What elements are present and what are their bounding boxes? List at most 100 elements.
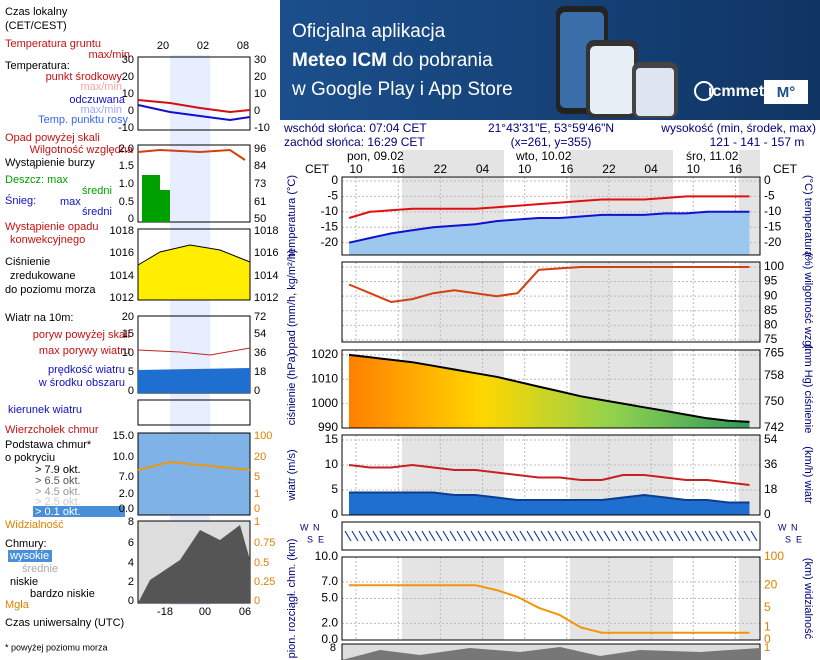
series-line — [349, 584, 750, 634]
mini-tick-label: 8 — [128, 516, 134, 528]
y-tick-label: 990 — [318, 420, 338, 434]
hour-label: -18 — [157, 606, 173, 618]
mini-tick-label: 30 — [254, 54, 266, 66]
wind-arrow — [554, 530, 562, 542]
night-band — [570, 557, 673, 640]
logo-ring — [694, 81, 714, 101]
series-line — [348, 266, 750, 304]
mini-tick-label: 2.0 — [119, 488, 134, 500]
wind-arrow — [589, 530, 597, 542]
mini-line — [137, 148, 246, 161]
height: 121 - 141 - 157 m — [710, 135, 805, 149]
sunset: zachód słońca: 16:29 CET — [284, 135, 425, 149]
wind-arrow — [519, 530, 527, 542]
wind-arrow — [477, 530, 485, 542]
banner-text: do pobrania — [387, 50, 493, 71]
y-tick-label: 1000 — [311, 396, 338, 410]
wind-arrow — [582, 530, 590, 542]
y2-tick-label: 95 — [764, 274, 778, 288]
timezone: CET — [305, 162, 330, 176]
x-tick-label: 10 — [518, 162, 532, 176]
x-tick-label: 04 — [476, 162, 490, 176]
label-bg — [8, 550, 52, 562]
wind-arrow — [463, 530, 471, 542]
wind-arrow — [400, 530, 408, 542]
cloud-shape — [342, 647, 760, 660]
legend-label: do poziomu morza — [5, 284, 96, 296]
y-tick-label-right: 0 — [764, 173, 771, 187]
night-band — [739, 557, 760, 640]
mini-tick-label: 10 — [122, 347, 134, 359]
banner[interactable]: Oficjalna aplikacja Meteo ICM do pobrani… — [280, 0, 820, 120]
legend-label: średni — [82, 206, 112, 218]
wind-arrow — [680, 530, 688, 542]
y2-tick-label: 20 — [764, 577, 778, 591]
wind-arrow — [575, 530, 583, 542]
compass: W — [778, 522, 787, 532]
mini-tick-label: 15.0 — [113, 430, 134, 442]
y-tick-label: -10 — [321, 204, 339, 218]
mini-area — [138, 368, 250, 393]
wind-arrow — [449, 530, 457, 542]
mini-tick-label: 1.0 — [119, 178, 134, 190]
mini-line — [137, 99, 251, 114]
legend-label: > 6.5 okt. — [35, 475, 81, 487]
hour-label: 20 — [157, 40, 169, 52]
mini-tick-label: 20 — [122, 71, 134, 83]
mini-tick-label: 1016 — [254, 247, 278, 259]
mini-tick-label: 10 — [122, 88, 134, 100]
legend-label: > 0.1 okt. — [35, 506, 81, 518]
badge-bg — [764, 80, 808, 104]
legend-label: w środku obszaru — [38, 377, 125, 389]
y-axis-title: temperatura (°C) — [286, 175, 298, 257]
wind-arrow — [645, 530, 653, 542]
y-tick-label: 10 — [325, 457, 339, 471]
x-tick-label: 16 — [392, 162, 406, 176]
legend-label: max/min — [88, 49, 130, 61]
y2-tick-label: 0 — [764, 632, 771, 646]
height-label: wysokość (min, środek, max) — [660, 121, 816, 135]
wind-arrow — [540, 530, 548, 542]
wind-arrow — [617, 530, 625, 542]
wind-arrow — [442, 530, 450, 542]
y2-tick-label: 75 — [764, 332, 778, 346]
y-axis-title: opad (mm/h, kg/m²/h) — [286, 249, 298, 354]
wind-arrow — [484, 530, 492, 542]
y-axis-title: ciśnienie (hPa) — [286, 353, 298, 426]
wind-arrow — [526, 530, 534, 542]
mini-tick-label: 7.0 — [119, 471, 134, 483]
wind-arrow — [456, 530, 464, 542]
wind-arrow — [393, 530, 401, 542]
banner-bold: Meteo ICM — [292, 50, 387, 71]
mini-tick-label: 15 — [122, 328, 134, 340]
mini-cloud — [138, 525, 250, 603]
mini-tick-label: 5 — [254, 471, 260, 483]
y-tick-label: 5.0 — [321, 591, 338, 605]
mini-tick-label: 96 — [254, 143, 266, 155]
mini-tick-label: 0 — [128, 595, 134, 607]
area — [349, 492, 750, 515]
y-tick-label: 5 — [331, 482, 338, 496]
mini-line — [137, 104, 251, 122]
wind-arrow — [666, 530, 674, 542]
legend-label: bardzo niskie — [30, 588, 95, 600]
night-band — [402, 262, 504, 342]
mini-tick-label: 2 — [128, 576, 134, 588]
y-tick-label: -15 — [321, 219, 339, 233]
hour-label: 00 — [199, 606, 211, 618]
y2-axis-title: (km/h) wiatr — [802, 446, 814, 504]
wind-arrow — [470, 530, 478, 542]
night-band — [739, 262, 760, 342]
mini-tick-label: 1012 — [254, 292, 278, 304]
mini-tick-label: -10 — [118, 122, 134, 134]
wind-arrow — [568, 530, 576, 542]
timezone: CET — [773, 162, 798, 176]
y2-tick-label: 0 — [764, 507, 771, 521]
y-axis-title: wiatr (m/s) — [286, 449, 298, 501]
area — [349, 354, 750, 428]
legend-label: Wiatr na 10m: — [5, 312, 73, 324]
y-tick-label: 1020 — [311, 347, 338, 361]
mini-tick-label: 0 — [128, 105, 134, 117]
wind-arrow — [414, 530, 422, 542]
mini-tick-label: 20 — [254, 451, 266, 463]
